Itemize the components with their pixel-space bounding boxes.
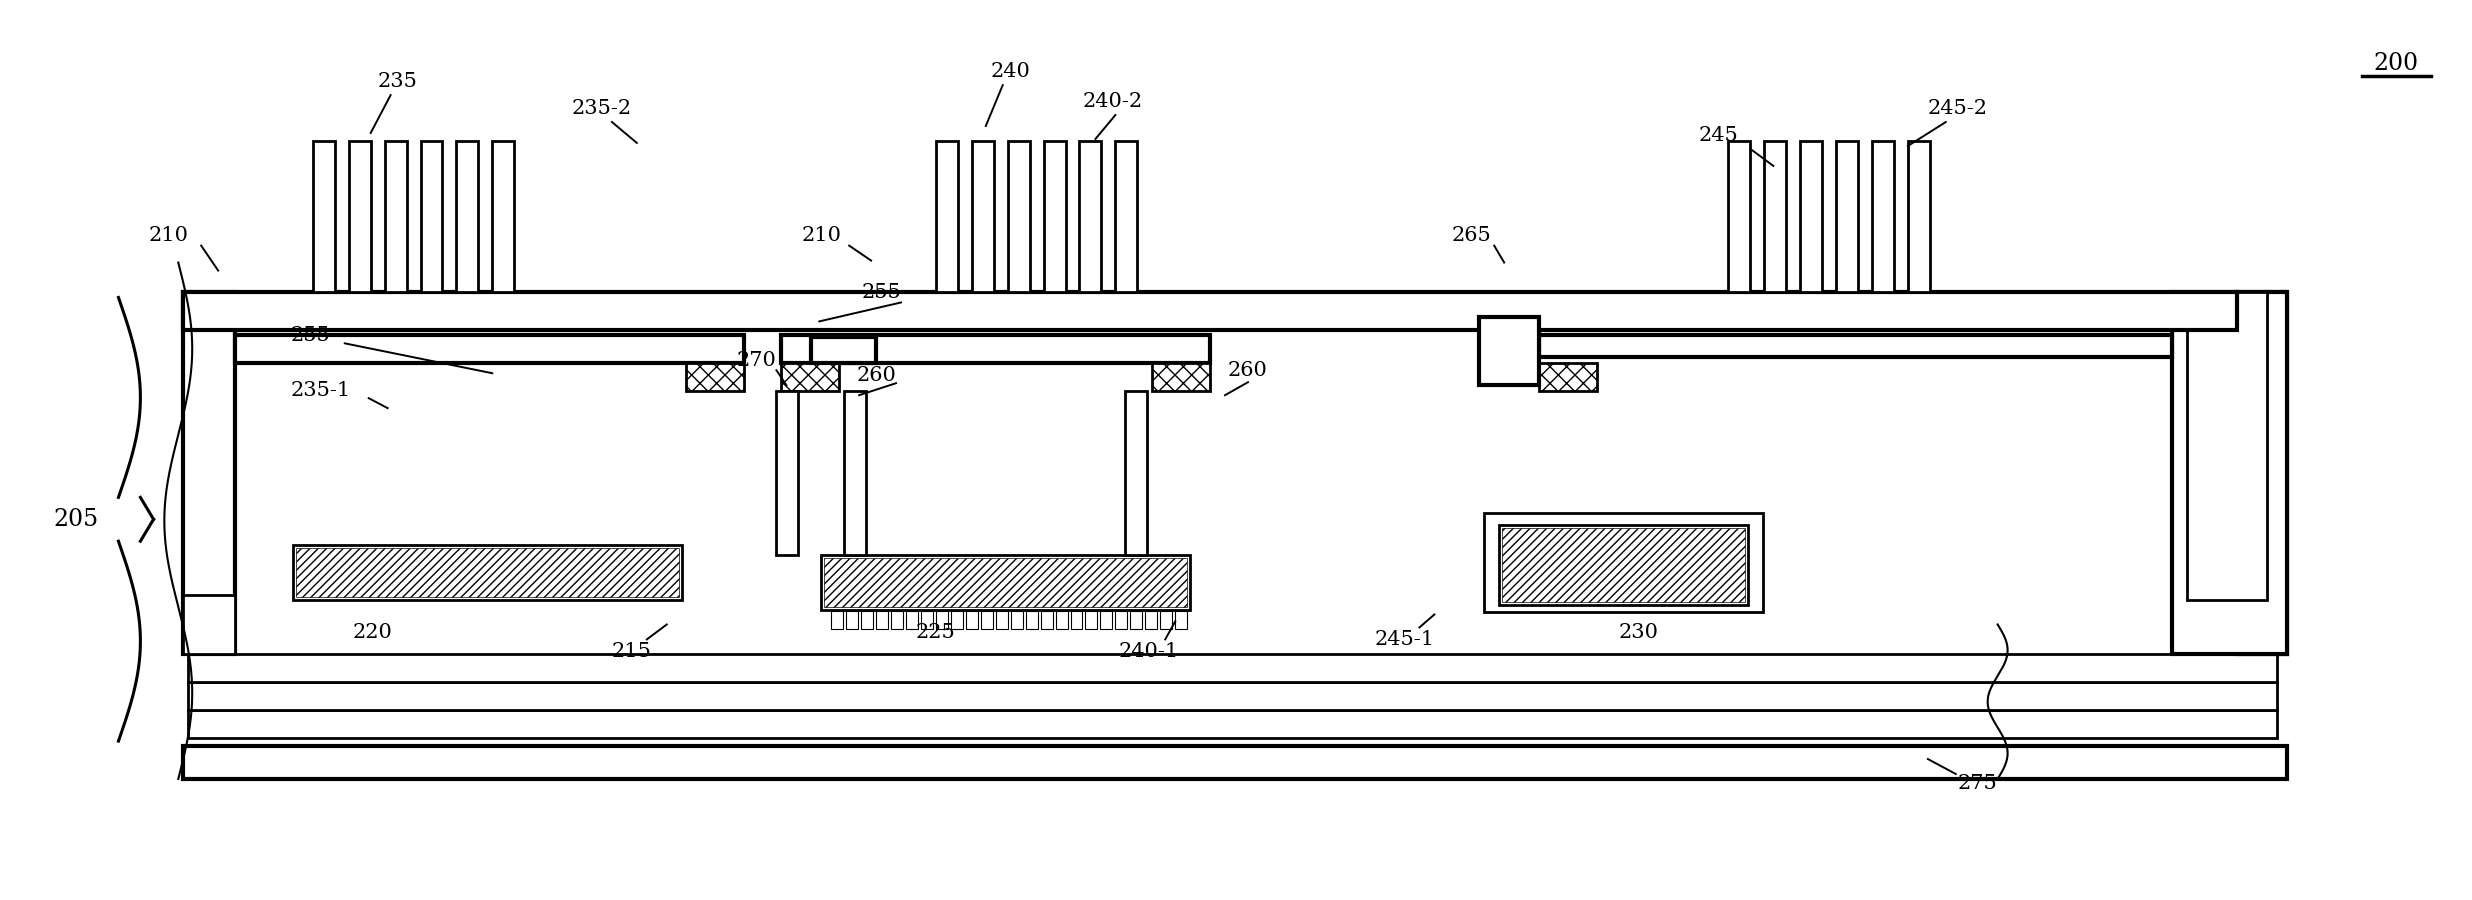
- Bar: [1026, 611, 1038, 629]
- Text: 240-2: 240-2: [1083, 92, 1142, 111]
- Bar: [907, 611, 917, 629]
- Bar: [937, 141, 957, 292]
- Bar: [937, 611, 947, 629]
- Bar: [967, 611, 979, 629]
- Bar: [183, 292, 235, 654]
- Bar: [776, 392, 798, 554]
- Text: 240: 240: [991, 62, 1031, 81]
- Bar: [188, 682, 2277, 710]
- Bar: [1498, 525, 1748, 605]
- Bar: [685, 364, 744, 392]
- Bar: [2173, 292, 2287, 654]
- Bar: [1130, 611, 1142, 629]
- Bar: [1041, 611, 1053, 629]
- Bar: [1483, 513, 1763, 613]
- Bar: [1174, 611, 1187, 629]
- Text: 265: 265: [1451, 226, 1491, 245]
- Bar: [1080, 141, 1103, 292]
- Text: 230: 230: [1619, 623, 1659, 642]
- Bar: [1009, 141, 1031, 292]
- Bar: [952, 611, 964, 629]
- Text: 275: 275: [1958, 775, 1997, 794]
- Bar: [1125, 392, 1147, 554]
- Bar: [981, 611, 994, 629]
- Bar: [922, 611, 932, 629]
- Text: 235-1: 235-1: [292, 381, 351, 400]
- Text: 235-2: 235-2: [571, 99, 633, 118]
- Bar: [1503, 527, 1745, 601]
- Bar: [297, 548, 680, 597]
- Bar: [1145, 611, 1157, 629]
- Text: 270: 270: [737, 351, 776, 370]
- Bar: [1765, 141, 1787, 292]
- Bar: [890, 611, 902, 629]
- Bar: [1871, 141, 1894, 292]
- Bar: [831, 611, 843, 629]
- Bar: [292, 544, 682, 599]
- Bar: [188, 654, 2277, 682]
- Bar: [821, 554, 1189, 609]
- Bar: [996, 611, 1009, 629]
- Text: 245-1: 245-1: [1374, 630, 1434, 649]
- Bar: [1540, 364, 1597, 392]
- Text: 235: 235: [378, 72, 418, 91]
- Bar: [860, 611, 873, 629]
- Text: 260: 260: [855, 365, 895, 384]
- Bar: [811, 338, 875, 364]
- Bar: [2237, 292, 2287, 654]
- Bar: [781, 336, 1211, 364]
- Bar: [1043, 141, 1065, 292]
- Text: 255: 255: [292, 326, 331, 345]
- Bar: [1070, 611, 1083, 629]
- Text: 205: 205: [52, 508, 99, 531]
- Bar: [2188, 292, 2267, 599]
- Bar: [1837, 141, 1859, 292]
- Bar: [492, 141, 514, 292]
- Bar: [781, 364, 838, 392]
- Text: 210: 210: [148, 226, 188, 245]
- Bar: [314, 141, 334, 292]
- Bar: [1115, 611, 1127, 629]
- Bar: [1478, 318, 1540, 385]
- Bar: [1159, 611, 1172, 629]
- Bar: [1115, 141, 1137, 292]
- Text: 260: 260: [1229, 361, 1268, 380]
- Bar: [188, 710, 2277, 738]
- Bar: [386, 141, 405, 292]
- Text: 210: 210: [801, 226, 840, 245]
- Bar: [1908, 141, 1931, 292]
- Bar: [1056, 611, 1068, 629]
- Text: 200: 200: [2373, 51, 2420, 75]
- Text: 255: 255: [860, 283, 900, 302]
- Bar: [823, 558, 1187, 607]
- Bar: [971, 141, 994, 292]
- Bar: [1085, 611, 1098, 629]
- Text: 245: 245: [1698, 127, 1738, 146]
- Bar: [349, 141, 371, 292]
- Bar: [1011, 611, 1023, 629]
- Bar: [420, 141, 442, 292]
- Bar: [1728, 141, 1750, 292]
- Bar: [1800, 141, 1822, 292]
- Bar: [1100, 611, 1112, 629]
- Bar: [1152, 364, 1211, 392]
- Bar: [183, 595, 235, 654]
- Bar: [845, 611, 858, 629]
- Bar: [875, 611, 887, 629]
- Bar: [457, 141, 480, 292]
- Bar: [845, 392, 865, 554]
- Bar: [235, 336, 744, 364]
- Bar: [183, 292, 2237, 330]
- Text: 215: 215: [613, 642, 653, 661]
- Bar: [183, 746, 2287, 779]
- Text: 225: 225: [917, 623, 957, 642]
- Bar: [1540, 336, 2173, 357]
- Text: 245-2: 245-2: [1928, 99, 1987, 118]
- Text: 240-1: 240-1: [1117, 642, 1179, 661]
- Text: 220: 220: [353, 623, 393, 642]
